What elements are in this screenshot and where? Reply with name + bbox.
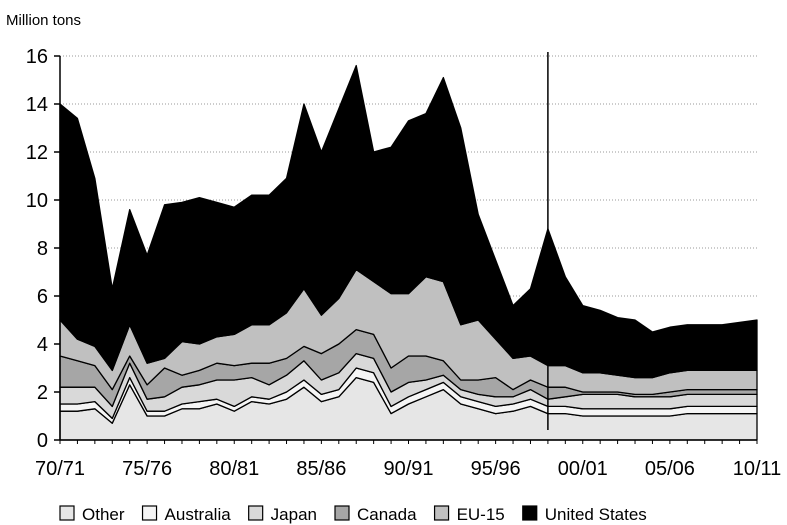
x-tick-label: 70/71 xyxy=(35,458,85,480)
y-tick-label: 12 xyxy=(26,142,48,164)
y-tick-label: 14 xyxy=(26,94,48,116)
x-tick-label: 80/81 xyxy=(209,458,259,480)
y-tick-labels: 0 2 4 6 8 10 12 14 16 xyxy=(26,46,48,452)
y-tick-label: 16 xyxy=(26,46,48,68)
series-area-united-states xyxy=(59,64,758,379)
legend-item-canada: Canada xyxy=(334,505,417,524)
legend: Other Australia Japan Canada EU-15 United Sta… xyxy=(59,505,647,524)
legend-label: Other xyxy=(82,505,125,524)
y-axis-unit-label: Million tons xyxy=(6,12,81,29)
y-tick-label: 2 xyxy=(37,382,48,404)
legend-label: EU-15 xyxy=(457,505,505,524)
legend-label: United States xyxy=(545,505,647,524)
x-tick-label: 90/91 xyxy=(383,458,433,480)
x-tick-label: 05/06 xyxy=(645,458,695,480)
axes xyxy=(54,55,758,444)
legend-item-eu-15: EU-15 xyxy=(433,505,505,524)
legend-swatch xyxy=(522,505,538,521)
x-tick-label: 10/11 xyxy=(733,458,782,480)
legend-swatch xyxy=(248,505,264,521)
legend-label: Australia xyxy=(165,505,232,524)
series-areas xyxy=(59,64,758,441)
x-tick-label: 85/86 xyxy=(296,458,346,480)
legend-label: Japan xyxy=(271,505,317,524)
x-tick-label: 95/96 xyxy=(471,458,521,480)
legend-swatch xyxy=(433,505,450,521)
y-tick-label: 10 xyxy=(26,190,48,212)
legend-label: Canada xyxy=(357,505,417,524)
y-tick-label: 4 xyxy=(37,334,48,356)
y-tick-label: 8 xyxy=(37,238,48,260)
legend-item-japan: Japan xyxy=(248,505,317,524)
legend-item-other: Other xyxy=(59,505,125,524)
legend-swatch xyxy=(141,505,158,521)
legend-swatch xyxy=(334,505,350,521)
legend-item-australia: Australia xyxy=(141,505,232,524)
legend-swatch xyxy=(59,505,75,521)
y-tick-label: 6 xyxy=(37,286,48,308)
x-tick-label: 00/01 xyxy=(558,458,608,480)
x-tick-labels: 70/71 75/76 80/81 85/86 90/91 95/96 00/01 05/06… xyxy=(35,458,781,480)
y-tick-label: 0 xyxy=(37,430,48,452)
x-tick-label: 75/76 xyxy=(122,458,172,480)
legend-item-united-states: United States xyxy=(522,505,647,524)
